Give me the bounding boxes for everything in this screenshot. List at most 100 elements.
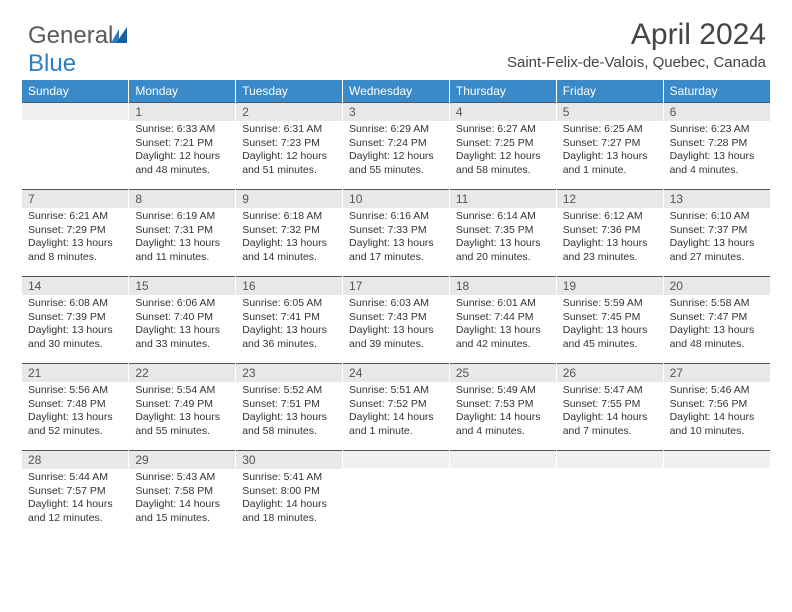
day-body: Sunrise: 6:08 AMSunset: 7:39 PMDaylight:… bbox=[22, 295, 128, 352]
calendar-day-cell: 9Sunrise: 6:18 AMSunset: 7:32 PMDaylight… bbox=[236, 189, 343, 276]
weekday-header: Tuesday bbox=[236, 80, 343, 102]
calendar-day-cell: 5Sunrise: 6:25 AMSunset: 7:27 PMDaylight… bbox=[556, 102, 663, 189]
sunrise-text: Sunrise: 6:01 AM bbox=[456, 297, 550, 311]
calendar-day-cell: 3Sunrise: 6:29 AMSunset: 7:24 PMDaylight… bbox=[343, 102, 450, 189]
sunrise-text: Sunrise: 5:49 AM bbox=[456, 384, 550, 398]
sunset-text: Sunset: 7:21 PM bbox=[135, 137, 229, 151]
day-body: Sunrise: 6:05 AMSunset: 7:41 PMDaylight:… bbox=[236, 295, 342, 352]
daylight1-text: Daylight: 13 hours bbox=[242, 324, 336, 338]
day-body: Sunrise: 6:01 AMSunset: 7:44 PMDaylight:… bbox=[450, 295, 556, 352]
day-number: 11 bbox=[450, 189, 556, 208]
day-body: Sunrise: 6:16 AMSunset: 7:33 PMDaylight:… bbox=[343, 208, 449, 265]
day-body: Sunrise: 5:59 AMSunset: 7:45 PMDaylight:… bbox=[557, 295, 663, 352]
daylight1-text: Daylight: 13 hours bbox=[28, 411, 122, 425]
day-body: Sunrise: 5:41 AMSunset: 8:00 PMDaylight:… bbox=[236, 469, 342, 526]
sunrise-text: Sunrise: 6:06 AM bbox=[135, 297, 229, 311]
daylight1-text: Daylight: 13 hours bbox=[349, 324, 443, 338]
day-number-empty bbox=[22, 102, 128, 120]
day-body: Sunrise: 6:06 AMSunset: 7:40 PMDaylight:… bbox=[129, 295, 235, 352]
weekday-header: Wednesday bbox=[343, 80, 450, 102]
daylight2-text: and 18 minutes. bbox=[242, 512, 336, 526]
day-body: Sunrise: 6:19 AMSunset: 7:31 PMDaylight:… bbox=[129, 208, 235, 265]
daylight1-text: Daylight: 13 hours bbox=[135, 324, 229, 338]
day-number: 21 bbox=[22, 363, 128, 382]
daylight2-text: and 4 minutes. bbox=[670, 164, 764, 178]
day-body: Sunrise: 5:47 AMSunset: 7:55 PMDaylight:… bbox=[557, 382, 663, 439]
sunrise-text: Sunrise: 5:54 AM bbox=[135, 384, 229, 398]
daylight1-text: Daylight: 13 hours bbox=[670, 324, 764, 338]
day-body: Sunrise: 6:18 AMSunset: 7:32 PMDaylight:… bbox=[236, 208, 342, 265]
calendar-week-row: 7Sunrise: 6:21 AMSunset: 7:29 PMDaylight… bbox=[22, 189, 770, 276]
daylight1-text: Daylight: 14 hours bbox=[349, 411, 443, 425]
daylight2-text: and 51 minutes. bbox=[242, 164, 336, 178]
daylight2-text: and 11 minutes. bbox=[135, 251, 229, 265]
calendar-day-cell: 30Sunrise: 5:41 AMSunset: 8:00 PMDayligh… bbox=[236, 450, 343, 537]
sunrise-text: Sunrise: 6:23 AM bbox=[670, 123, 764, 137]
calendar-day-cell: 21Sunrise: 5:56 AMSunset: 7:48 PMDayligh… bbox=[22, 363, 129, 450]
day-number: 15 bbox=[129, 276, 235, 295]
logo-text-2: Blue bbox=[28, 50, 76, 77]
sunset-text: Sunset: 7:31 PM bbox=[135, 224, 229, 238]
daylight2-text: and 7 minutes. bbox=[563, 425, 657, 439]
sunrise-text: Sunrise: 6:10 AM bbox=[670, 210, 764, 224]
day-body: Sunrise: 6:21 AMSunset: 7:29 PMDaylight:… bbox=[22, 208, 128, 265]
sunset-text: Sunset: 7:37 PM bbox=[670, 224, 764, 238]
daylight2-text: and 14 minutes. bbox=[242, 251, 336, 265]
daylight2-text: and 42 minutes. bbox=[456, 338, 550, 352]
day-body: Sunrise: 5:56 AMSunset: 7:48 PMDaylight:… bbox=[22, 382, 128, 439]
day-number: 4 bbox=[450, 102, 556, 121]
calendar-day-cell: 14Sunrise: 6:08 AMSunset: 7:39 PMDayligh… bbox=[22, 276, 129, 363]
daylight2-text: and 30 minutes. bbox=[28, 338, 122, 352]
sunrise-text: Sunrise: 6:05 AM bbox=[242, 297, 336, 311]
calendar-day-cell bbox=[556, 450, 663, 537]
sunrise-text: Sunrise: 6:29 AM bbox=[349, 123, 443, 137]
sunset-text: Sunset: 7:41 PM bbox=[242, 311, 336, 325]
daylight2-text: and 12 minutes. bbox=[28, 512, 122, 526]
calendar-day-cell bbox=[449, 450, 556, 537]
calendar-day-cell: 7Sunrise: 6:21 AMSunset: 7:29 PMDaylight… bbox=[22, 189, 129, 276]
daylight1-text: Daylight: 13 hours bbox=[563, 150, 657, 164]
day-body: Sunrise: 6:29 AMSunset: 7:24 PMDaylight:… bbox=[343, 121, 449, 178]
daylight2-text: and 15 minutes. bbox=[135, 512, 229, 526]
calendar-day-cell: 22Sunrise: 5:54 AMSunset: 7:49 PMDayligh… bbox=[129, 363, 236, 450]
sunrise-text: Sunrise: 5:47 AM bbox=[563, 384, 657, 398]
daylight2-text: and 4 minutes. bbox=[456, 425, 550, 439]
sunset-text: Sunset: 7:32 PM bbox=[242, 224, 336, 238]
daylight1-text: Daylight: 12 hours bbox=[349, 150, 443, 164]
calendar-day-cell: 13Sunrise: 6:10 AMSunset: 7:37 PMDayligh… bbox=[663, 189, 770, 276]
daylight1-text: Daylight: 14 hours bbox=[28, 498, 122, 512]
page-title: April 2024 bbox=[631, 18, 766, 52]
day-number: 25 bbox=[450, 363, 556, 382]
day-number-empty bbox=[557, 450, 663, 468]
daylight2-text: and 8 minutes. bbox=[28, 251, 122, 265]
calendar-day-cell: 26Sunrise: 5:47 AMSunset: 7:55 PMDayligh… bbox=[556, 363, 663, 450]
weekday-header: Sunday bbox=[22, 80, 129, 102]
logo: General Blue bbox=[28, 22, 127, 78]
sunrise-text: Sunrise: 6:27 AM bbox=[456, 123, 550, 137]
daylight1-text: Daylight: 13 hours bbox=[28, 324, 122, 338]
sunrise-text: Sunrise: 6:08 AM bbox=[28, 297, 122, 311]
sunrise-text: Sunrise: 5:44 AM bbox=[28, 471, 122, 485]
daylight1-text: Daylight: 14 hours bbox=[563, 411, 657, 425]
sunset-text: Sunset: 7:29 PM bbox=[28, 224, 122, 238]
calendar-day-cell: 10Sunrise: 6:16 AMSunset: 7:33 PMDayligh… bbox=[343, 189, 450, 276]
day-number: 2 bbox=[236, 102, 342, 121]
daylight1-text: Daylight: 13 hours bbox=[242, 411, 336, 425]
daylight1-text: Daylight: 13 hours bbox=[456, 324, 550, 338]
sunset-text: Sunset: 7:44 PM bbox=[456, 311, 550, 325]
day-number: 16 bbox=[236, 276, 342, 295]
day-number: 5 bbox=[557, 102, 663, 121]
sunset-text: Sunset: 7:43 PM bbox=[349, 311, 443, 325]
daylight1-text: Daylight: 13 hours bbox=[28, 237, 122, 251]
day-number: 29 bbox=[129, 450, 235, 469]
day-body: Sunrise: 6:33 AMSunset: 7:21 PMDaylight:… bbox=[129, 121, 235, 178]
calendar-day-cell: 15Sunrise: 6:06 AMSunset: 7:40 PMDayligh… bbox=[129, 276, 236, 363]
sunrise-text: Sunrise: 6:31 AM bbox=[242, 123, 336, 137]
calendar-day-cell: 4Sunrise: 6:27 AMSunset: 7:25 PMDaylight… bbox=[449, 102, 556, 189]
day-body: Sunrise: 5:52 AMSunset: 7:51 PMDaylight:… bbox=[236, 382, 342, 439]
daylight2-text: and 55 minutes. bbox=[135, 425, 229, 439]
daylight1-text: Daylight: 13 hours bbox=[135, 237, 229, 251]
day-number: 24 bbox=[343, 363, 449, 382]
sunset-text: Sunset: 7:55 PM bbox=[563, 398, 657, 412]
daylight1-text: Daylight: 13 hours bbox=[349, 237, 443, 251]
